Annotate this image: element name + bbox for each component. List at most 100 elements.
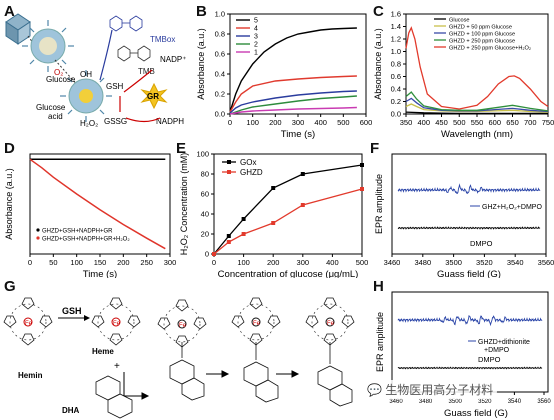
epr-spectrum-line (397, 366, 543, 370)
series-line (213, 188, 363, 255)
plot-frame (391, 153, 547, 255)
y-tick-label: 0.4 (391, 85, 401, 94)
x-tick-label: 0 (28, 258, 32, 267)
legend-label: 1 (254, 50, 258, 57)
plus-sign: + (114, 361, 120, 372)
tmb-ox-label: TMBox (150, 35, 175, 44)
panel-label-c: C (373, 3, 384, 20)
gsh-label: GSH (106, 82, 124, 91)
x-tick-label: 300 (292, 118, 305, 127)
svg-text:Fe: Fe (25, 321, 33, 327)
x-tick-label: 200 (269, 118, 282, 127)
y-tick-label: 0.0 (215, 110, 225, 119)
x-tick-label: 3520 (478, 399, 492, 405)
watermark: 💬 生物医用高分子材料 (363, 380, 498, 399)
glucose-label: Glucose (46, 75, 76, 84)
y-tick-label: 1.0 (215, 10, 225, 19)
dha-adduct-icon (243, 342, 279, 403)
x-tick-label: 600 (488, 118, 501, 127)
x-tick-label: 350 (400, 118, 413, 127)
y-tick-label: 0.4 (215, 70, 225, 79)
legend-label: GHZD + 250 ppm Glucose (449, 38, 515, 44)
data-point (241, 232, 246, 236)
legend-label: DMPO (478, 355, 501, 364)
x-tick-label: 0 (228, 118, 232, 127)
x-axis-title: Guass field (G) (444, 408, 508, 419)
x-tick-label: 750 (542, 118, 554, 127)
gssg-label: GSSG (104, 117, 127, 126)
legend-label: GHZD + 50 ppm Glucose (449, 24, 512, 30)
y-axis-title: EPR amplitude (374, 174, 384, 234)
x-axis-title: Guass field (G) (437, 269, 501, 278)
o2-label: O₂ (54, 68, 63, 77)
svg-text:Fe: Fe (179, 323, 187, 329)
tmb-label: TMB (138, 67, 155, 76)
data-point (360, 187, 364, 191)
x-tick-label: 3500 (445, 258, 462, 267)
y-tick-label: 0 (205, 250, 209, 259)
x-tick-label: 300 (297, 258, 310, 267)
y-tick-label: 60 (201, 190, 209, 199)
x-tick-label: 3460 (384, 258, 401, 267)
y-tick-label: 0.0 (391, 110, 401, 119)
data-point (226, 240, 231, 244)
x-tick-label: 400 (326, 258, 339, 267)
y-axis-title: H₂O₂ Concentration (mM) (179, 153, 189, 256)
y-tick-label: 0.8 (215, 30, 225, 39)
dha-adduct-icon (317, 342, 353, 407)
x-tick-label: 3500 (449, 399, 463, 405)
legend-marker (36, 236, 40, 240)
y-tick-label: 0.6 (215, 50, 225, 59)
svg-text:Fe: Fe (253, 321, 261, 327)
x-tick-label: 250 (140, 258, 153, 267)
y-tick-label: 1.4 (391, 22, 401, 31)
data-point (271, 221, 276, 225)
h2o2-label: H₂O₂ (80, 119, 98, 128)
svg-text:Fe: Fe (113, 321, 121, 327)
legend-label: 3 (254, 34, 258, 41)
x-tick-label: 3560 (537, 399, 551, 405)
x-tick-label: 0 (212, 258, 216, 267)
panel-b-chart: 0 100 200 300 400 500 600 0.0 0.2 0.4 0.6 0.8 1.0 Tim… (196, 10, 373, 141)
legend-label: GHZD (240, 168, 263, 177)
x-axis-title: Time (s) (281, 129, 315, 140)
panel-label-e: E (176, 140, 187, 157)
legend-label: GHZD+GSH+NADPH+GR (42, 228, 113, 234)
legend-label: 5 (254, 18, 258, 25)
glucose-acid-label: acid (48, 112, 63, 121)
porphyrin-molecule-icon: Fe (91, 297, 141, 346)
wechat-icon: 💬 (367, 383, 382, 397)
x-tick-label: 50 (49, 258, 57, 267)
series-line (213, 164, 363, 255)
panel-g-scheme: Fe Fe Fe Fe Fe GSH Hemin Heme + DHA (3, 297, 355, 419)
legend-label: GHZD+GSH+NADPH+GR+H₂O₂ (42, 236, 130, 242)
panel-h-chart: 3460 3480 3500 3520 3540 3560 Guass field (G) E… (375, 291, 551, 419)
y-axis-title: Absorbance (a.u.) (4, 168, 14, 240)
y-tick-label: 40 (201, 210, 209, 219)
legend-label: GHZD+dithionite (478, 339, 530, 346)
panel-label-h: H (373, 278, 384, 295)
series-line (29, 158, 166, 250)
x-tick-label: 600 (360, 118, 373, 127)
y-axis-title: Absorbance (a.u.) (196, 28, 206, 100)
tmb-ox-molecule-icon (109, 15, 143, 32)
panel-d-chart: 0 50 100 150 200 250 300 Time (s) Absorbance (a.… (4, 153, 176, 278)
y-tick-label: 1.6 (391, 10, 401, 19)
x-tick-label: 3520 (476, 258, 493, 267)
x-tick-label: 500 (337, 118, 350, 127)
porphyrin-molecule-icon: Fe (157, 299, 207, 348)
y-tick-label: 1.2 (391, 35, 401, 44)
dha-label: DHA (62, 406, 80, 415)
data-point (226, 234, 231, 238)
y-tick-label: 100 (196, 150, 209, 159)
series-line-3 (229, 90, 357, 114)
x-tick-label: 200 (117, 258, 130, 267)
x-axis-title: Wavelength (nm) (441, 129, 513, 140)
hemin-label: Hemin (18, 371, 43, 380)
legend-label: GHZD + 250 ppm Glucose+H₂O₂ (449, 45, 531, 51)
panel-c-chart: 350 400 450 500 550 600 650 700 750 0.0 0.2 0.4 0.6 0… (373, 10, 554, 141)
nanoparticle-sphere-icon (60, 70, 112, 122)
porphyrin-molecule-icon: Fe (305, 297, 355, 346)
svg-text:Fe: Fe (327, 321, 335, 327)
series-line (405, 26, 549, 110)
